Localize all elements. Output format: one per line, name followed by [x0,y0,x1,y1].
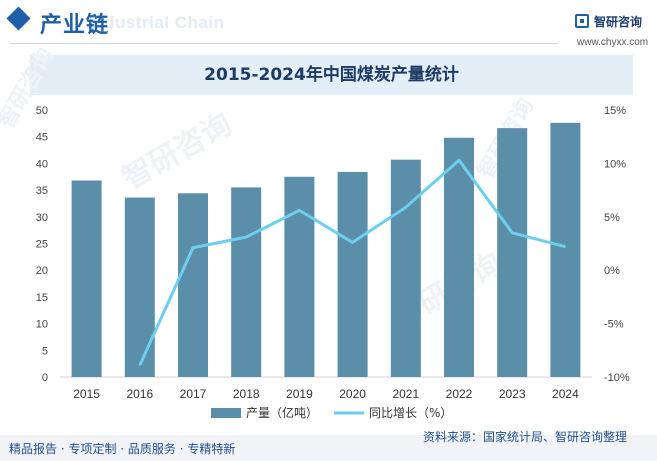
x-tick-label: 2017 [180,387,207,401]
y-right-tick-label: -10% [604,372,630,384]
growth-point-2024 [564,246,566,248]
x-tick-label: 2019 [286,387,313,401]
growth-point-2016 [139,364,141,366]
y-left-tick-label: 40 [36,158,48,170]
bar-2021 [390,159,421,377]
x-tick-label: 2018 [233,387,260,401]
y-right-tick-label: 15% [604,105,626,117]
x-tick-label: 2024 [552,387,579,401]
chart-title-band: 2015-2024年中国煤炭产量统计 [30,55,633,95]
growth-point-2017 [192,247,194,249]
footer-bar: 精品报告 · 专项定制 · 品质服务 · 专精特新 [0,435,657,461]
growth-point-2018 [245,236,247,238]
y-left-tick-label: 15 [36,292,48,304]
legend-label-bar: 产量（亿吨） [246,405,318,420]
watermark-text: 智研咨询 [0,44,59,133]
growth-point-2022 [458,159,460,161]
y-left-tick-label: 50 [36,105,48,117]
bar-2020 [337,171,368,377]
x-tick-label: 2023 [499,387,526,401]
bar-2015 [71,180,102,377]
logo-mark-icon [575,14,589,28]
bar-2024 [550,122,581,377]
y-right-tick-label: -5% [604,319,624,331]
y-left-tick-label: 10 [36,319,48,331]
y-left-tick-label: 0 [42,372,48,384]
header-bar: Industrial Chain 产业链 [0,0,657,46]
y-right-tick-label: 5% [604,212,620,224]
x-tick-label: 2021 [392,387,419,401]
y-left-tick-label: 5 [42,345,48,357]
legend-swatch-bar [211,408,241,418]
y-left-tick-label: 30 [36,212,48,224]
y-left-tick-label: 25 [36,239,48,251]
header-rule [10,43,558,44]
y-right-tick-label: 10% [604,158,626,170]
growth-point-2023 [511,232,513,234]
y-left-tick-label: 35 [36,185,48,197]
bar-2023 [497,128,528,377]
bar-2019 [284,176,315,377]
header-watermark: Industrial Chain [88,13,225,32]
data-source: 资料来源：国家统计局、智研咨询整理 [423,430,628,444]
bar-2016 [124,197,155,377]
footer-tagline: 精品报告 · 专项定制 · 品质服务 · 专精特新 [9,442,236,456]
y-left-tick-label: 20 [36,265,48,277]
chart-title: 2015-2024年中国煤炭产量统计 [204,65,459,85]
bar-2018 [231,187,262,377]
bar-2017 [178,193,208,377]
brand-name: 智研咨询 [594,15,643,29]
brand-logo[interactable]: 智研咨询 www.chyxx.com [575,13,655,53]
x-tick-label: 2022 [446,387,473,401]
y-left-tick-label: 45 [36,132,48,144]
y-right-tick-label: 0% [604,265,620,277]
x-tick-label: 2016 [126,387,153,401]
legend-label-line: 同比增长（%） [369,406,452,420]
brand-url[interactable]: www.chyxx.com [577,37,649,48]
growth-point-2021 [405,206,407,208]
watermark-text: 智研咨询 [117,107,238,197]
bar-2022 [444,137,474,377]
header-label: 产业链 [40,13,110,38]
x-tick-label: 2015 [73,387,100,401]
growth-point-2019 [298,209,300,211]
x-tick-label: 2020 [339,387,366,401]
growth-point-2020 [352,241,354,243]
